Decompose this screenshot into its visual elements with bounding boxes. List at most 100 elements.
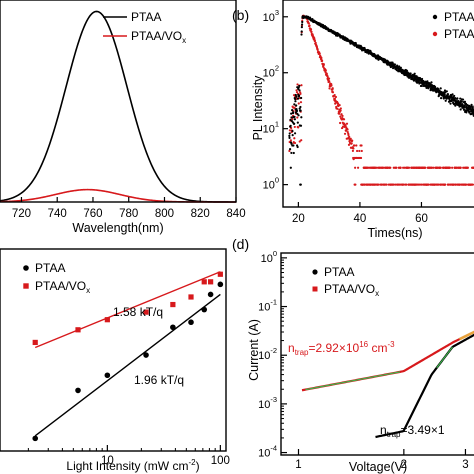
panel-c-fit-0 — [34, 293, 221, 437]
panel-b-point — [293, 103, 296, 106]
panel-d-frame — [280, 252, 474, 456]
panel-c-point — [170, 301, 176, 308]
panel-c-point — [75, 327, 81, 333]
panel-b-point — [338, 104, 341, 107]
panel-b-point — [443, 93, 446, 97]
panel-b-point — [420, 183, 423, 186]
panel-b-point — [445, 90, 448, 93]
panel-b-point — [349, 137, 352, 140]
panel-b-point — [351, 139, 354, 142]
panel-b-point — [444, 183, 447, 186]
panel-b-point — [292, 94, 296, 97]
panel-c-xlabel: Light Intensity (mW cm-2) — [66, 458, 199, 473]
panel-b-point — [422, 84, 425, 88]
panel-c-point — [143, 309, 149, 315]
panel-b-point — [399, 166, 402, 169]
panel-b-point — [324, 69, 327, 72]
panel-b-point — [327, 77, 331, 80]
panel-c-point — [188, 319, 194, 326]
legend-label-b1: PTAA — [444, 10, 474, 24]
legend-marker-ptaa — [23, 265, 29, 271]
panel-b-point — [439, 97, 443, 100]
panel-b-ytick-label: 103 — [263, 8, 279, 24]
panel-b-point — [427, 183, 430, 186]
panel-b-xtick-label: 40 — [354, 213, 367, 225]
panel-b-point — [355, 149, 359, 153]
panel-b-point — [291, 129, 294, 133]
panel-b-point — [299, 101, 303, 104]
panel-a-legend: PTAA PTAA/VOx — [103, 10, 186, 45]
panel-b-point — [350, 142, 353, 145]
panel-b-point — [453, 94, 456, 98]
panel-b-point — [300, 84, 303, 87]
panel-c-xtick-label: 10 — [101, 455, 114, 467]
panel-b-point — [300, 96, 303, 100]
panel-b-point — [464, 102, 468, 105]
panel-b-point — [344, 124, 347, 127]
panel-b-point — [353, 144, 356, 147]
panel-b-point — [289, 124, 292, 127]
panel-b-point — [459, 166, 462, 169]
annotation-ntrap-ptaa: ntrap=3.49×1 — [380, 423, 445, 439]
panel-b-point — [296, 121, 299, 124]
panel-b-point — [339, 109, 342, 112]
panel-b-point — [313, 39, 317, 43]
panel-b-point — [299, 183, 302, 186]
panel-b-point — [348, 135, 351, 138]
panel-a-series-0 — [0, 10, 236, 203]
legend-label-c1: PTAA — [35, 261, 65, 275]
panel-b-series-0 — [288, 15, 474, 186]
legend-label-d1: PTAA — [324, 265, 354, 279]
panel-b-point — [334, 102, 337, 105]
panel-b-point — [448, 166, 451, 169]
panel-b-point — [352, 147, 355, 150]
panel-b-point — [298, 84, 301, 88]
panel-b-point — [451, 93, 454, 96]
panel-d-xtick-label: 1 — [295, 459, 301, 471]
panel-b-series-1 — [288, 14, 474, 186]
panel-b-xlabel: Times(ns) — [367, 226, 422, 240]
panel-b-xtick-label: 20 — [292, 213, 305, 225]
panel-b-point — [300, 23, 304, 26]
panel-b-point — [292, 144, 295, 147]
panel-b-point — [316, 48, 319, 52]
panel-b-point — [288, 132, 291, 135]
panel-b-point — [347, 133, 350, 137]
panel-b-point — [377, 183, 380, 186]
panel-b-point — [293, 106, 296, 109]
panel-b-point — [347, 143, 351, 146]
panel-b-point — [391, 61, 394, 64]
panel-b-point — [298, 89, 301, 92]
panel-b-point — [343, 132, 347, 135]
panel-b-xtick-label: 60 — [415, 213, 428, 225]
panel-b-point — [409, 72, 412, 75]
annotation-slope-ptaa-vox: 1.58 kT/q — [113, 305, 163, 319]
panel-b-point — [293, 141, 297, 145]
panel-b-ytick-label: 100 — [263, 176, 279, 192]
legend-marker-ptaa-black — [432, 14, 438, 20]
panel-b-point — [300, 139, 303, 142]
panel-b-point — [289, 118, 292, 121]
panel-b-ylabel: PL Intensity — [251, 75, 265, 141]
panel-b-point — [328, 80, 331, 83]
panel-c-point — [32, 339, 38, 346]
panel-b-point — [300, 26, 303, 29]
panel-b-point — [354, 42, 357, 45]
panel-b-point — [298, 140, 301, 143]
panel-b-point — [471, 106, 474, 110]
panel-b-point — [288, 136, 291, 139]
panel-b-point — [354, 183, 357, 186]
panel-a-xtick-label: 720 — [12, 208, 31, 220]
panel-d: (d) Current (A) 1 2 3 100 10-1 10-2 10-3 10-4 V… — [232, 236, 474, 474]
panel-b-point — [295, 104, 298, 107]
panel-b-point — [300, 116, 303, 119]
panel-b-point — [340, 113, 343, 116]
panel-d-label: (d) — [232, 236, 249, 252]
panel-c-point — [217, 271, 223, 277]
panel-b-point — [295, 91, 299, 94]
panel-b-point — [451, 166, 454, 169]
panel-b-point — [293, 125, 296, 129]
panel-b-point — [449, 102, 452, 105]
panel-d-curve-red — [301, 330, 474, 392]
